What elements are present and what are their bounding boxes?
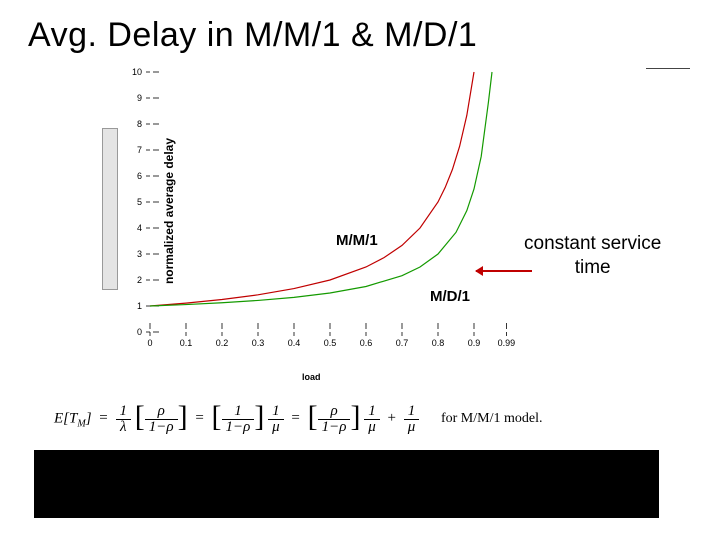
svg-text:10: 10 (132, 67, 142, 77)
page-title: Avg. Delay in M/M/1 & M/D/1 (28, 16, 477, 55)
svg-text:0.5: 0.5 (324, 338, 337, 348)
svg-text:4: 4 (137, 223, 142, 233)
mm1-series-label: M/M/1 (336, 232, 378, 249)
delay-chart: 0 1 2 3 4 5 6 7 8 9 10 0 0.1 0.2 0.3 0.4 0.5 0.6 0.7 0.8 0.9… (90, 62, 530, 382)
svg-text:6: 6 (137, 171, 142, 181)
svg-text:9: 9 (137, 93, 142, 103)
md1-series-label: M/D/1 (430, 288, 470, 305)
equation-mm1: E[TM] = 1λ [ρ1−ρ] = [11−ρ] 1μ = [ρ1−ρ] 1… (54, 402, 542, 436)
svg-text:0.8: 0.8 (432, 338, 445, 348)
svg-text:8: 8 (137, 119, 142, 129)
svg-text:7: 7 (137, 145, 142, 155)
svg-text:0.4: 0.4 (288, 338, 301, 348)
svg-text:0: 0 (147, 338, 152, 348)
svg-text:0.7: 0.7 (396, 338, 409, 348)
svg-text:0.9: 0.9 (468, 338, 481, 348)
ylabel-background (102, 128, 118, 290)
svg-text:0.1: 0.1 (180, 338, 193, 348)
title-rule (646, 68, 690, 69)
svg-text:0.99: 0.99 (498, 338, 516, 348)
svg-text:0.3: 0.3 (252, 338, 265, 348)
y-axis-label: normalized average delay (162, 138, 176, 284)
svg-text:0.6: 0.6 (360, 338, 373, 348)
svg-text:0.2: 0.2 (216, 338, 229, 348)
constant-service-label: constant servicetime (524, 232, 661, 280)
redacted-equation-box (34, 450, 659, 518)
svg-text:3: 3 (137, 249, 142, 259)
svg-text:2: 2 (137, 275, 142, 285)
svg-text:1: 1 (137, 301, 142, 311)
svg-text:5: 5 (137, 197, 142, 207)
chart-svg: 0 1 2 3 4 5 6 7 8 9 10 0 0.1 0.2 0.3 0.4 0.5 0.6 0.7 0.8 0.9… (90, 62, 530, 362)
x-axis-label: load (302, 372, 321, 382)
svg-text:0: 0 (137, 327, 142, 337)
